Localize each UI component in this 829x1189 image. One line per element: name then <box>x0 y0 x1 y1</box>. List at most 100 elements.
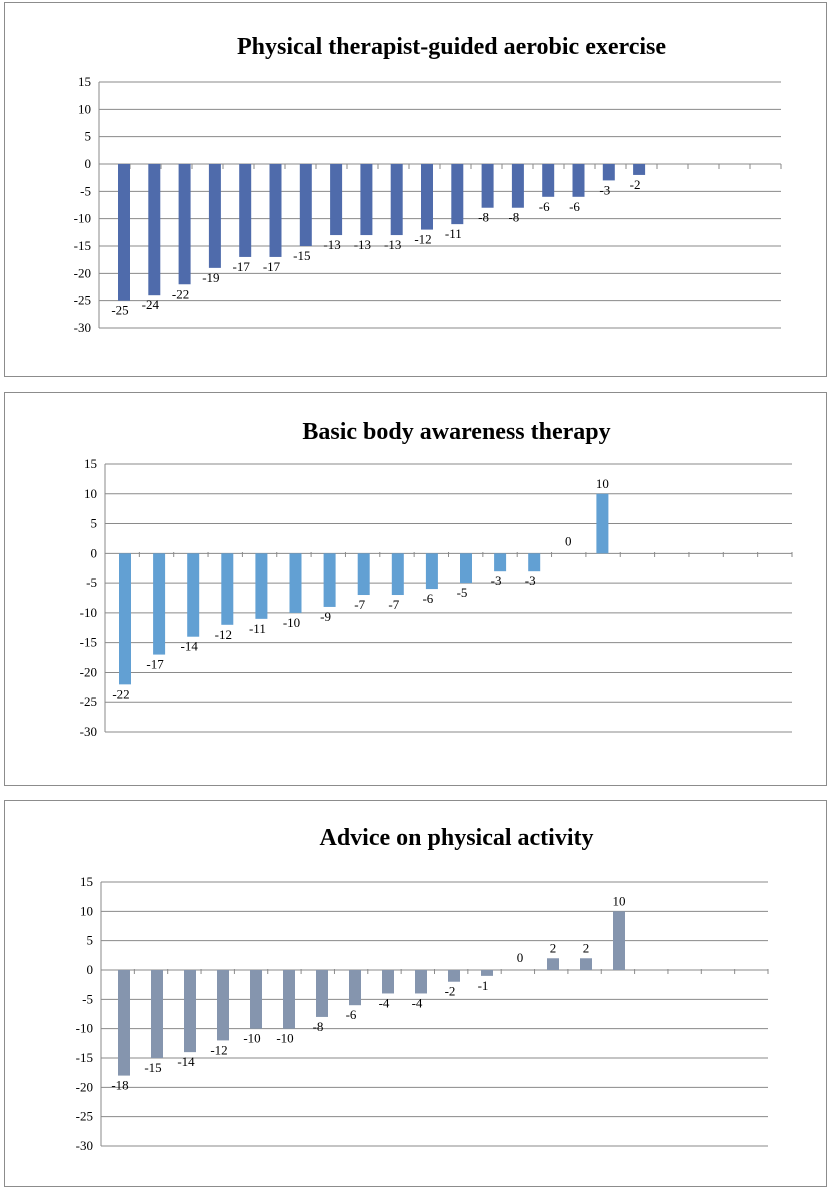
bar <box>613 911 625 970</box>
data-label: -13 <box>384 237 401 252</box>
y-tick-label: -20 <box>80 664 97 679</box>
data-label: -17 <box>146 657 164 672</box>
data-label: -14 <box>177 1054 195 1069</box>
data-label: -11 <box>445 226 462 241</box>
bar <box>426 553 438 589</box>
bar <box>270 164 282 257</box>
y-tick-label: 5 <box>87 933 94 948</box>
bar <box>382 970 394 993</box>
data-label: -14 <box>181 639 199 654</box>
bar <box>217 970 229 1040</box>
bar <box>580 958 592 970</box>
bar <box>448 970 460 982</box>
y-tick-label: -5 <box>82 991 93 1006</box>
data-label: -7 <box>388 597 399 612</box>
bar <box>119 553 131 684</box>
data-label: 2 <box>550 940 557 955</box>
bar <box>512 164 524 208</box>
y-tick-label: 10 <box>80 903 93 918</box>
data-label: -22 <box>112 686 129 701</box>
data-label: -8 <box>478 210 489 225</box>
y-tick-label: 15 <box>80 874 93 889</box>
bar <box>153 553 165 654</box>
data-label: -25 <box>111 303 128 318</box>
data-label: -2 <box>630 177 641 192</box>
y-tick-label: 15 <box>84 456 97 471</box>
data-label: -6 <box>422 591 433 606</box>
y-tick-label: 15 <box>78 74 91 89</box>
y-tick-label: -10 <box>76 1021 93 1036</box>
data-label: -2 <box>445 984 456 999</box>
y-tick-label: -25 <box>76 1109 93 1124</box>
bar <box>482 164 494 208</box>
bar <box>358 553 370 595</box>
data-label: 10 <box>596 476 609 491</box>
y-tick-label: -15 <box>80 635 97 650</box>
data-label: 10 <box>613 893 626 908</box>
data-label: -3 <box>491 573 502 588</box>
data-label: -15 <box>144 1060 161 1075</box>
data-label: 2 <box>583 940 590 955</box>
data-label: -6 <box>346 1007 357 1022</box>
bar <box>349 970 361 1005</box>
data-label: -15 <box>293 248 310 263</box>
bar <box>451 164 463 224</box>
bar <box>221 553 233 624</box>
bar <box>255 553 267 619</box>
data-label: -4 <box>412 995 423 1010</box>
bar <box>391 164 403 235</box>
bar <box>421 164 433 230</box>
bar <box>542 164 554 197</box>
data-label: -19 <box>202 270 219 285</box>
data-label: -4 <box>379 995 390 1010</box>
data-label: -10 <box>276 1031 293 1046</box>
data-label: -17 <box>233 259 251 274</box>
y-tick-label: 5 <box>85 129 92 144</box>
bar <box>151 970 163 1058</box>
y-tick-label: -30 <box>74 320 91 335</box>
y-tick-label: -20 <box>74 265 91 280</box>
y-tick-label: 10 <box>84 486 97 501</box>
y-tick-label: -5 <box>86 575 97 590</box>
data-label: -3 <box>525 573 536 588</box>
y-tick-label: -30 <box>76 1138 93 1153</box>
y-tick-label: -20 <box>76 1079 93 1094</box>
chart-panel-advice: Advice on physical activity 15 10 5 0 -5 -10-… <box>4 800 827 1187</box>
bar <box>460 553 472 583</box>
chart-panel-aerobic: Physical therapist-guided aerobic exerci… <box>4 2 827 377</box>
bar <box>494 553 506 571</box>
y-tick-label: -30 <box>80 724 97 739</box>
bar <box>283 970 295 1029</box>
bar <box>547 958 559 970</box>
data-label: -12 <box>414 232 431 247</box>
data-label: -18 <box>111 1078 128 1093</box>
bar <box>300 164 312 246</box>
data-label: -22 <box>172 286 189 301</box>
bar <box>330 164 342 235</box>
data-label: -9 <box>320 609 331 624</box>
bar <box>392 553 404 595</box>
data-label: -13 <box>354 237 371 252</box>
bar <box>633 164 645 175</box>
bar <box>239 164 251 257</box>
data-label: -12 <box>215 627 232 642</box>
bar <box>118 164 130 301</box>
bar <box>481 970 493 976</box>
bar <box>528 553 540 571</box>
y-tick-label: 5 <box>91 516 98 531</box>
data-label: -17 <box>263 259 281 274</box>
bar <box>360 164 372 235</box>
data-label: -7 <box>354 597 365 612</box>
bar <box>118 970 130 1076</box>
y-tick-label: -25 <box>74 293 91 308</box>
y-tick-label: 0 <box>85 156 92 171</box>
y-tick-label: -15 <box>76 1050 93 1065</box>
bar-chart-aerobic: 15 10 5 0 -5 -10 -15 -20 -25 -30 -25 -24 -22 -19 -17 -1… <box>5 3 828 378</box>
y-tick-label: -15 <box>74 238 91 253</box>
bar <box>316 970 328 1017</box>
y-tick-label: 0 <box>91 545 98 560</box>
chart-panel-body-awareness: Basic body awareness therapy 15 10 5 0 -5 -10… <box>4 392 827 786</box>
bar <box>415 970 427 993</box>
